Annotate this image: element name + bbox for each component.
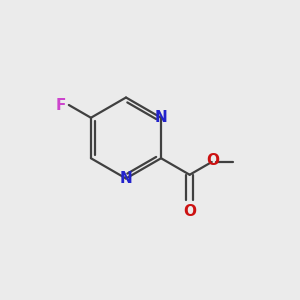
Text: F: F xyxy=(56,98,66,112)
Text: N: N xyxy=(120,171,132,186)
Text: O: O xyxy=(183,204,196,219)
Text: N: N xyxy=(155,110,167,125)
Text: O: O xyxy=(207,153,220,168)
